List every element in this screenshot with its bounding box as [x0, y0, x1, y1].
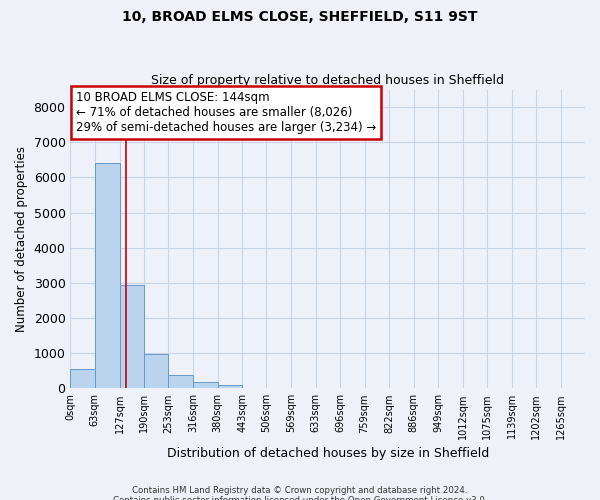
X-axis label: Distribution of detached houses by size in Sheffield: Distribution of detached houses by size …: [167, 447, 489, 460]
Bar: [193, 382, 218, 388]
Y-axis label: Number of detached properties: Number of detached properties: [15, 146, 28, 332]
Bar: [119, 284, 144, 389]
Bar: [218, 385, 242, 388]
Text: 10 BROAD ELMS CLOSE: 144sqm
← 71% of detached houses are smaller (8,026)
29% of : 10 BROAD ELMS CLOSE: 144sqm ← 71% of det…: [76, 91, 376, 134]
Bar: [144, 354, 169, 388]
Title: Size of property relative to detached houses in Sheffield: Size of property relative to detached ho…: [151, 74, 504, 87]
Bar: [169, 375, 193, 388]
Bar: [70, 368, 95, 388]
Text: Contains public sector information licensed under the Open Government Licence v3: Contains public sector information licen…: [113, 496, 487, 500]
Text: 10, BROAD ELMS CLOSE, SHEFFIELD, S11 9ST: 10, BROAD ELMS CLOSE, SHEFFIELD, S11 9ST: [122, 10, 478, 24]
Text: Contains HM Land Registry data © Crown copyright and database right 2024.: Contains HM Land Registry data © Crown c…: [132, 486, 468, 495]
Bar: [95, 164, 119, 388]
